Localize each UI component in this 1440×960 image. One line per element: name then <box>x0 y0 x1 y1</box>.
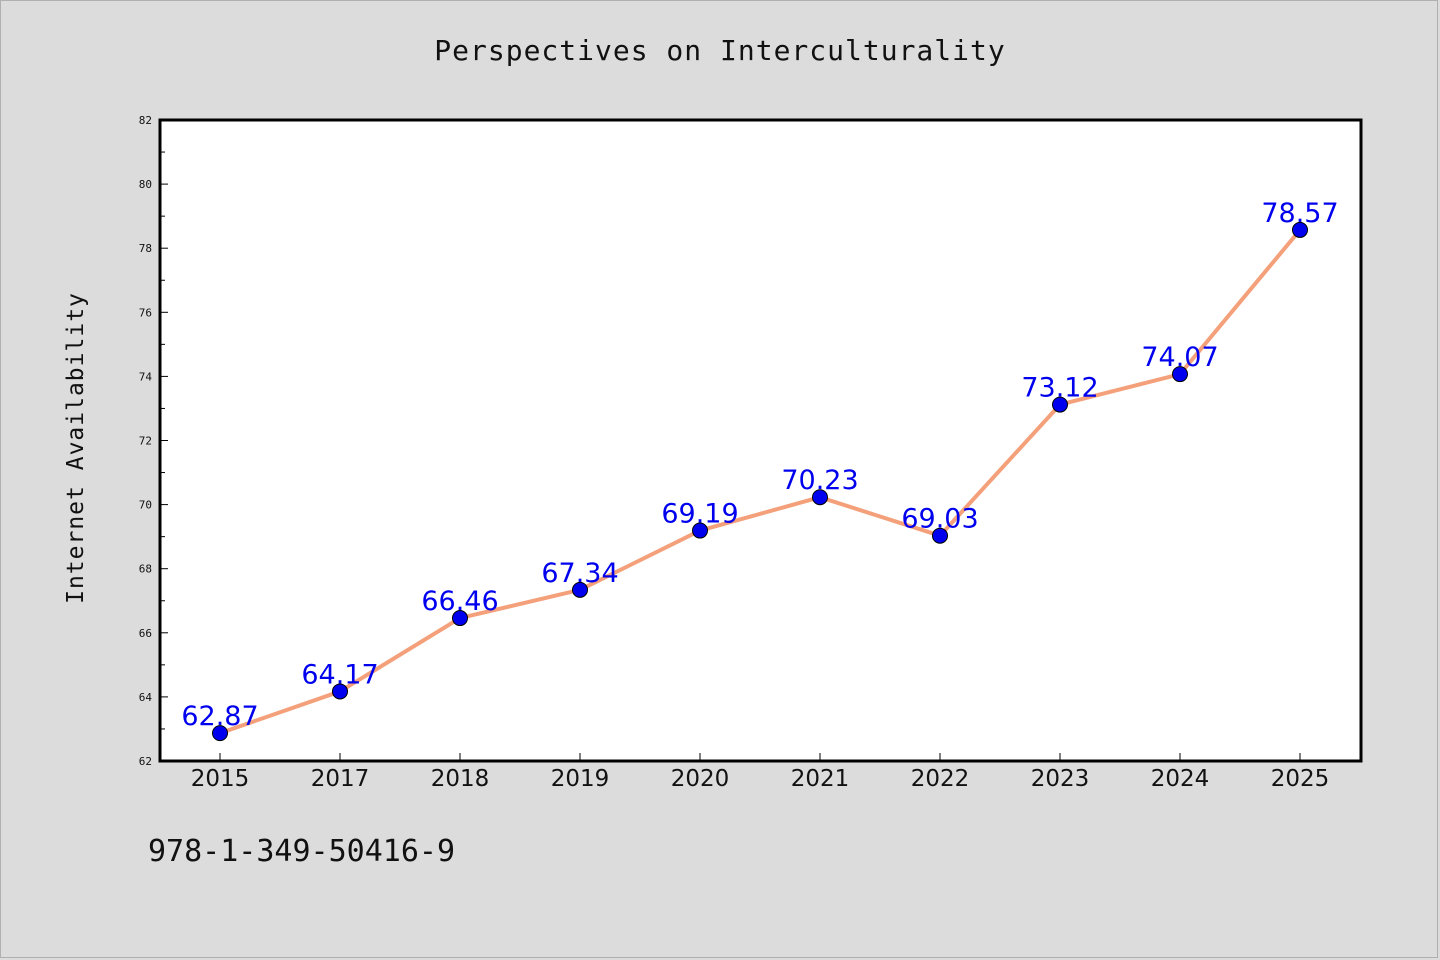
x-axis: 2015 2017 2018 2019 2020 2021 2022 2023 2024 2025 <box>191 753 1330 792</box>
isbn-text: 978-1-349-50416-9 <box>148 834 456 869</box>
y-tick-label: 74 <box>139 370 153 383</box>
x-tick-label: 2023 <box>1031 766 1090 792</box>
data-point <box>452 610 468 627</box>
y-tick-label: 72 <box>139 435 152 448</box>
data-point <box>932 527 948 544</box>
x-tick-label: 2015 <box>191 766 250 792</box>
data-label: 70.23 <box>781 465 858 496</box>
data-label: 73.12 <box>1021 373 1098 404</box>
series-layer: 62.87 64.17 66.46 67.34 69.19 70.23 69.03 73.12… <box>181 198 1339 742</box>
data-label: 69.03 <box>901 504 978 535</box>
x-tick-label: 2022 <box>911 766 970 792</box>
data-point <box>1172 366 1188 383</box>
series-line <box>218 227 1302 736</box>
y-tick-label: 66 <box>139 627 152 640</box>
x-tick-label: 2019 <box>551 766 610 792</box>
y-tick-label: 62 <box>139 755 152 768</box>
y-tick-label: 70 <box>139 499 152 512</box>
x-tick-label: 2024 <box>1151 766 1210 792</box>
x-tick-label: 2025 <box>1271 766 1330 792</box>
data-point <box>1292 221 1308 238</box>
data-point <box>332 683 348 700</box>
data-label: 69.19 <box>661 499 738 530</box>
y-tick-label: 82 <box>139 114 152 127</box>
x-tick-label: 2020 <box>671 766 730 792</box>
data-label: 62.87 <box>181 701 258 732</box>
y-tick-label: 78 <box>139 242 152 255</box>
y-tick-label: 76 <box>139 306 152 319</box>
data-point <box>572 581 588 598</box>
data-point <box>212 725 228 742</box>
data-point <box>1052 396 1068 413</box>
data-point <box>812 489 828 506</box>
data-point <box>692 522 708 539</box>
data-label: 67.34 <box>541 558 618 589</box>
x-tick-label: 2021 <box>791 766 850 792</box>
y-tick-label: 80 <box>139 178 152 191</box>
x-tick-label: 2017 <box>311 766 370 792</box>
y-tick-label: 64 <box>139 691 153 704</box>
y-tick-label: 68 <box>139 563 152 576</box>
plot-area <box>158 118 1363 763</box>
data-label: 78.57 <box>1261 198 1338 229</box>
data-label: 74.07 <box>1141 342 1218 373</box>
y-axis: 62 64 66 68 70 72 74 76 78 80 82 <box>139 114 168 768</box>
chart-title: Perspectives on Interculturality <box>434 34 1006 67</box>
data-label: 66.46 <box>421 586 498 617</box>
x-tick-label: 2018 <box>431 766 490 792</box>
data-label: 64.17 <box>301 659 378 690</box>
